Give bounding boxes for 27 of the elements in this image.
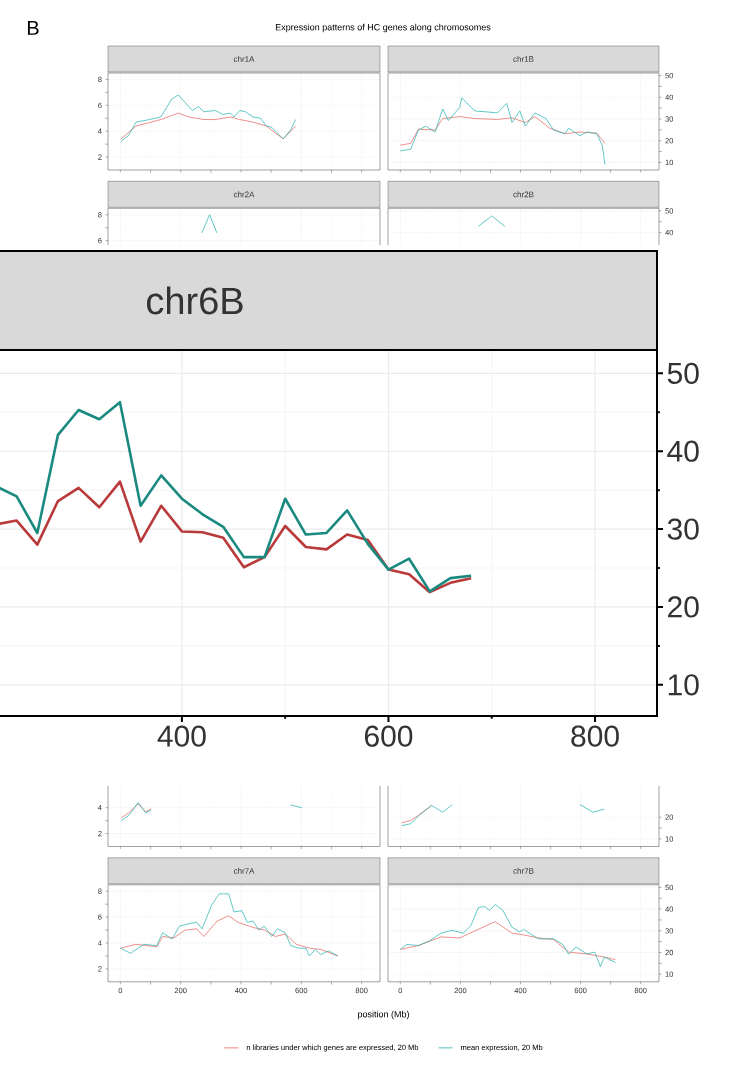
- text: B: [27, 21, 39, 35]
- line-series: [120, 893, 339, 957]
- line-series: [399, 921, 616, 961]
- line-series: [120, 915, 339, 957]
- x-tick-label: 800: [571, 725, 619, 747]
- x-axis-title: position (Mb): [358, 1010, 409, 1020]
- line-series: [399, 97, 606, 165]
- y2-tick-label: 30: [667, 518, 699, 540]
- x-tick-label: 600: [364, 725, 413, 747]
- line-series: [120, 803, 152, 819]
- y2-tick-label: 50: [667, 362, 699, 384]
- chart-title: chr1B: [513, 56, 534, 62]
- line-series: [399, 904, 616, 967]
- chart-title: chr2A: [233, 191, 255, 198]
- chart-title: chr2B: [513, 191, 534, 198]
- line-series: [399, 116, 606, 146]
- x-tick-label: 400: [157, 725, 206, 747]
- chart-title: chr7B: [513, 867, 534, 874]
- text: Expression patterns of HC genes along chromosomes: [275, 23, 491, 33]
- chart-title: chr1A: [233, 56, 255, 62]
- y2-tick-label: 10: [668, 674, 699, 696]
- line-series: [120, 94, 296, 142]
- chart-title: chr7A: [233, 867, 255, 874]
- chart-title: chr6B: [146, 286, 243, 315]
- line-series: [120, 112, 296, 140]
- y2-tick-label: 20: [668, 596, 699, 618]
- y2-tick-label: 40: [667, 440, 699, 462]
